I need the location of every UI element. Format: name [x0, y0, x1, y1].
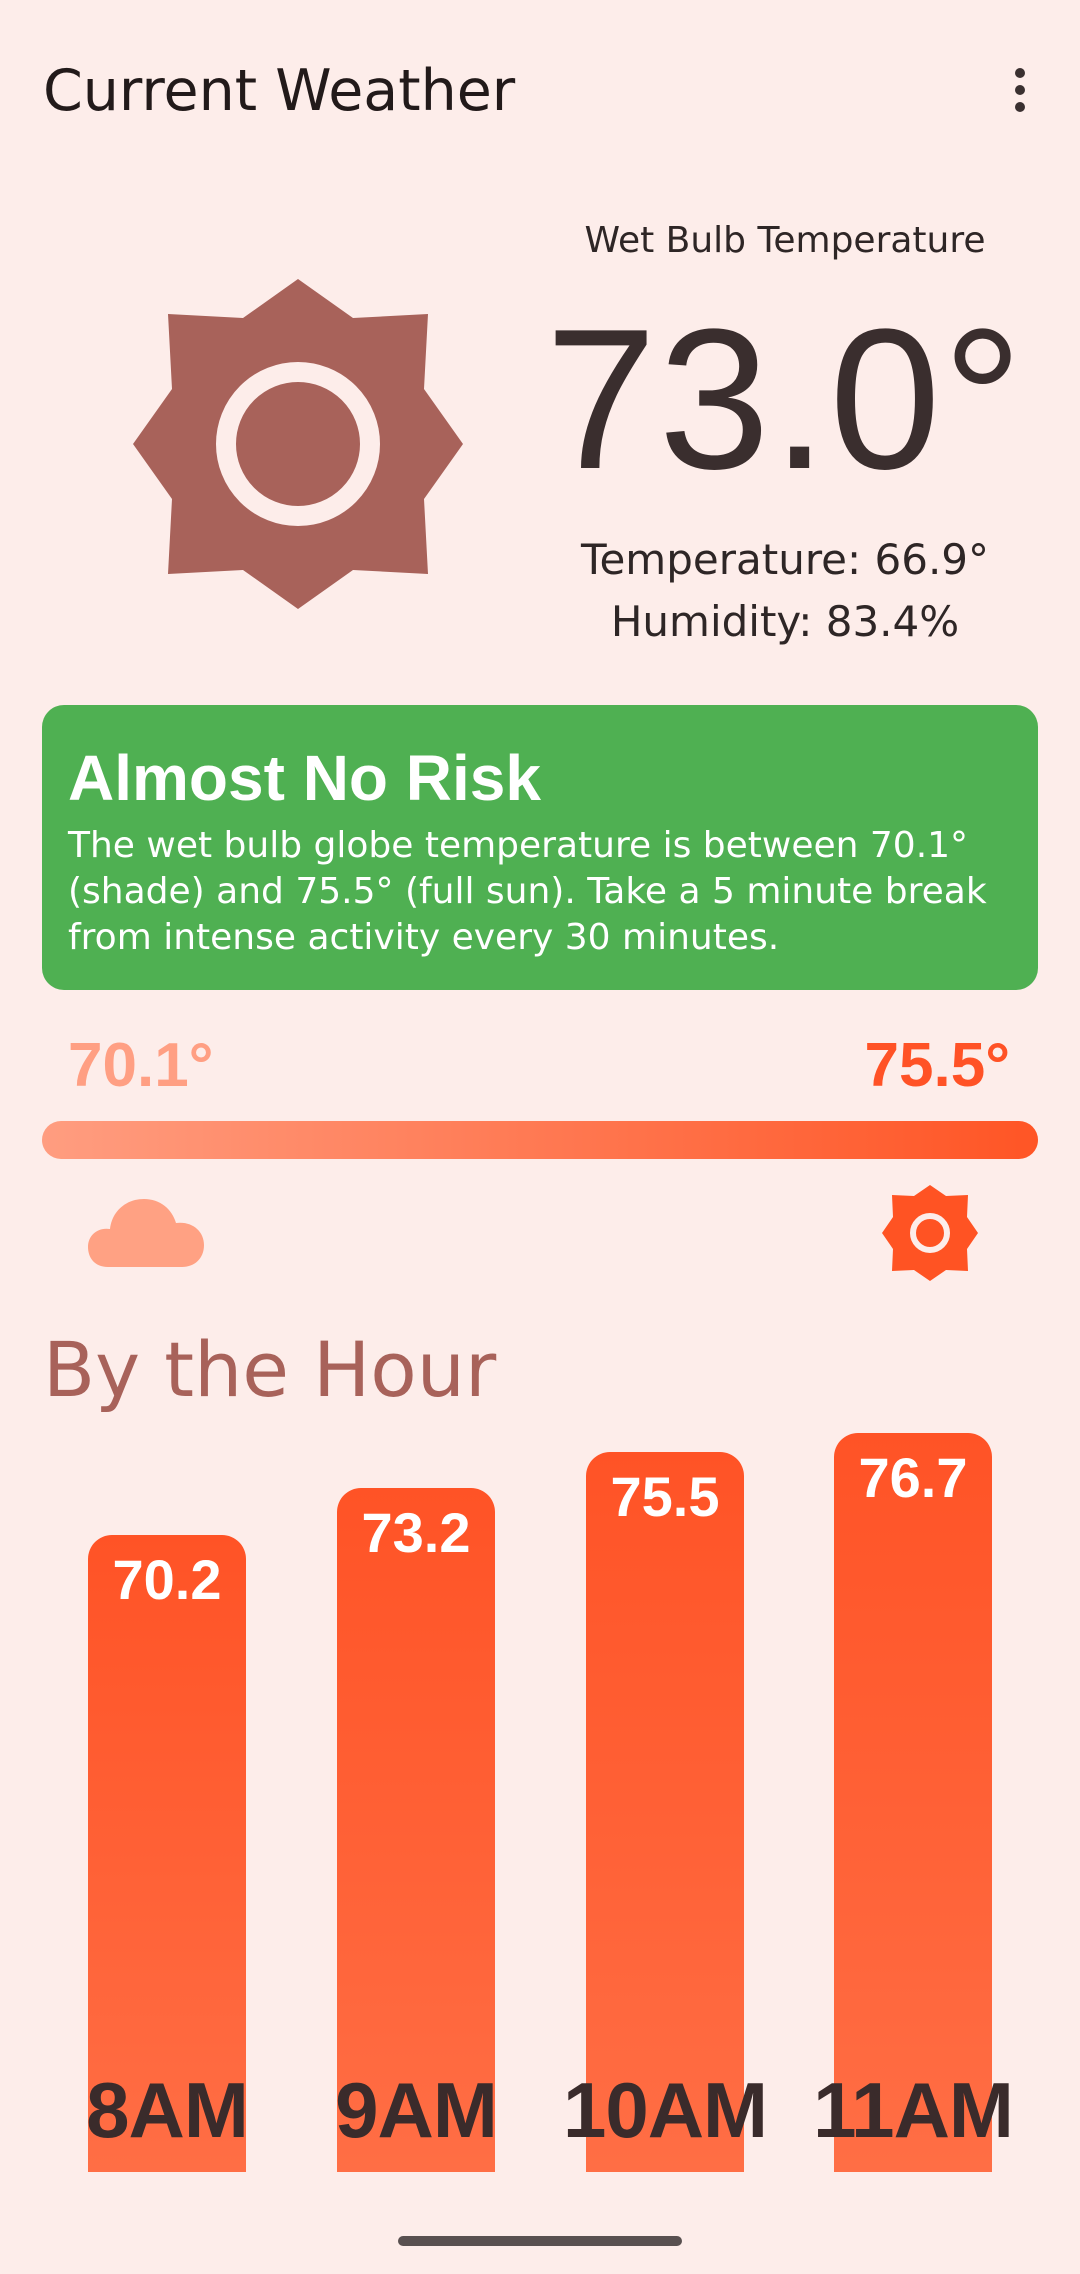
sun-icon-rays [133, 279, 463, 609]
risk-title: Almost No Risk [68, 742, 541, 814]
chart-bar-10am: 75.5 [586, 1451, 744, 2172]
more-vert-icon[interactable] [990, 60, 1050, 120]
chart-bar-value: 75.5 [610, 1464, 720, 1528]
app-bar: Current Weather [0, 0, 1080, 180]
chart-x-label: 8AM [86, 2066, 249, 2154]
chart-x-label: 9AM [335, 2066, 498, 2154]
home-indicator[interactable] [398, 2236, 682, 2246]
section-title-by-the-hour: By the Hour [43, 1325, 497, 1414]
wet-bulb-label: Wet Bulb Temperature [584, 220, 986, 261]
chart-bar-value: 73.2 [361, 1500, 471, 1564]
menu-dot [1015, 68, 1025, 78]
hourly-bar-chart: 70.2 8AM 73.2 9AM 75.5 10AM 76.7 11AM [0, 1420, 1080, 2180]
sun-icon [880, 1183, 980, 1283]
risk-description: The wet bulb globe temperature is betwee… [68, 825, 987, 958]
menu-dot [1015, 102, 1025, 112]
menu-dot [1015, 85, 1025, 95]
cloud-icon [88, 1185, 208, 1275]
app-title: Current Weather [43, 58, 516, 124]
chart-bar-8am: 70.2 [88, 1535, 246, 2172]
risk-card: Almost No Risk The wet bulb globe temper… [42, 705, 1038, 990]
range-min-label: 70.1° [68, 1031, 214, 1100]
chart-bar-9am: 73.2 [337, 1487, 495, 2172]
chart-bar-value: 70.2 [112, 1548, 222, 1611]
chart-x-label: 10AM [562, 2066, 768, 2154]
chart-bar-value: 76.7 [858, 1445, 968, 1509]
range-max-label: 75.5° [864, 1031, 1010, 1100]
temperature-text: Temperature: 66.9° [580, 535, 990, 584]
wet-bulb-value: 73.0° [545, 288, 1025, 511]
chart-x-label: 11AM [813, 2066, 1014, 2154]
humidity-text: Humidity: 83.4% [610, 597, 960, 646]
chart-bar-11am: 76.7 [834, 1432, 992, 2172]
sun-icon [128, 274, 468, 614]
range-gradient-bar [42, 1121, 1038, 1159]
